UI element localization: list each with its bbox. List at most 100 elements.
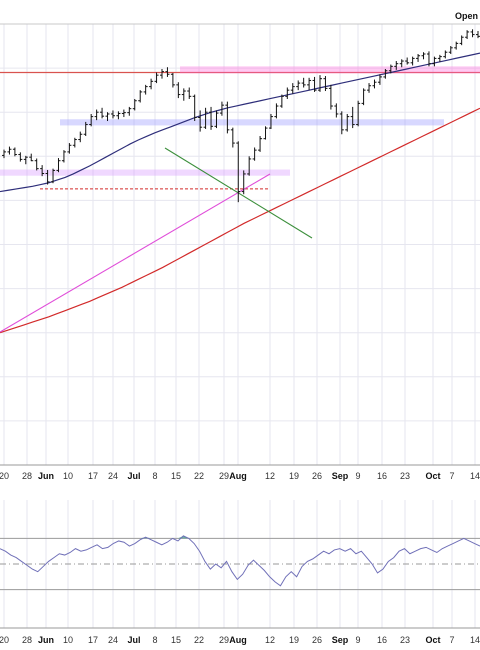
ohlc-bar	[301, 77, 306, 88]
ohlc-bar	[67, 143, 72, 154]
x-tick-label: 15	[171, 471, 181, 481]
ohlc-bar	[388, 64, 393, 74]
ohlc-bar	[72, 137, 77, 148]
ohlc-bar	[214, 110, 219, 129]
ohlc-bar	[274, 103, 279, 119]
x-tick-label: 28	[22, 471, 32, 481]
x-tick-label: 19	[289, 471, 299, 481]
x-tick-label: Aug	[229, 635, 247, 645]
ohlc-bar	[160, 68, 164, 79]
ohlc-bar	[127, 106, 132, 116]
support-resistance-zone	[0, 169, 290, 176]
x-tick-label: 7	[449, 635, 454, 645]
ohlc-bar	[176, 82, 181, 99]
ohlc-bar	[78, 131, 83, 143]
price-panel-background	[0, 10, 480, 465]
ohlc-bar	[296, 80, 301, 91]
ohlc-bar	[209, 106, 214, 130]
x-tick-label: 12	[265, 471, 275, 481]
x-tick-label: 20	[0, 471, 9, 481]
x-tick-label: 20	[0, 635, 9, 645]
x-tick-label: Jun	[38, 635, 54, 645]
x-tick-label: 29	[219, 471, 229, 481]
ohlc-bar	[236, 141, 241, 203]
ohlc-bar	[187, 87, 192, 99]
x-tick-label: Aug	[229, 471, 247, 481]
ohlc-bar	[138, 90, 143, 103]
ohlc-bar	[416, 53, 421, 62]
ohlc-bar	[426, 51, 431, 67]
x-tick-label: 15	[171, 635, 181, 645]
ohlc-bar	[367, 83, 372, 93]
x-tick-label: 10	[63, 471, 73, 481]
ohlc-bar	[105, 112, 110, 122]
x-tick-label: Oct	[425, 635, 440, 645]
ohlc-bar	[323, 76, 328, 92]
ohlc-bar	[18, 152, 23, 162]
ohlc-bar	[40, 165, 45, 177]
x-tick-label: 8	[152, 635, 157, 645]
ohlc-bar	[334, 103, 339, 118]
ohlc-bar	[410, 56, 415, 66]
ohlc-bar	[110, 110, 115, 119]
support-resistance-zone	[180, 66, 480, 74]
annotation-zones	[0, 66, 480, 190]
ohlc-bar	[252, 147, 257, 161]
ohlc-bar	[377, 74, 382, 85]
ohlc-bar	[247, 156, 252, 176]
moving-average-line	[0, 52, 480, 193]
indicator-line	[0, 535, 480, 587]
x-tick-label: 29	[219, 635, 229, 645]
x-tick-label: 23	[400, 471, 410, 481]
ohlc-bar	[192, 94, 197, 122]
ohlc-bar	[279, 94, 284, 108]
ohlc-bar	[470, 29, 475, 38]
ohlc-bar	[132, 98, 137, 111]
x-tick-label: 26	[312, 471, 322, 481]
moving-average-lines	[0, 52, 480, 334]
ohlc-bar	[285, 87, 290, 99]
x-tick-label: Jun	[38, 471, 54, 481]
ohlc-bar	[89, 113, 94, 127]
x-tick-label: 9	[355, 471, 360, 481]
ohlc-bar	[258, 136, 263, 152]
ohlc-bar	[268, 113, 273, 129]
ohlc-bar	[219, 101, 224, 116]
x-tick-label: 28	[22, 635, 32, 645]
ohlc-bar	[345, 113, 350, 132]
support-resistance-zone	[60, 119, 444, 126]
x-tick-label: 17	[88, 471, 98, 481]
x-tick-labels-indicator: 20 28 Jun 10 17 24 Jul 8 15 22 29 Aug 12 19 26 Sep 9 16 23…	[0, 635, 480, 645]
ohlc-bar	[165, 67, 170, 77]
x-tick-label: 22	[194, 635, 204, 645]
ohlc-bar	[149, 78, 154, 90]
ohlc-bar	[399, 59, 404, 68]
ohlc-bar	[51, 168, 56, 184]
x-tick-label: 26	[312, 635, 322, 645]
ohlc-bar	[290, 83, 295, 94]
ohlc-bar	[307, 77, 312, 91]
x-tick-label: 12	[265, 635, 275, 645]
x-tick-label: Jul	[127, 471, 140, 481]
ohlc-bar	[356, 100, 361, 127]
ohlc-bar	[394, 61, 399, 70]
x-tick-label: Oct	[425, 471, 440, 481]
x-tick-label: Jul	[127, 635, 140, 645]
indicator-levels	[0, 537, 480, 591]
ohlc-bar	[312, 76, 317, 92]
ohlc-bar	[405, 57, 410, 65]
ohlc-bar	[2, 149, 6, 159]
ohlc-bar	[383, 68, 388, 79]
ohlc-bar	[121, 109, 126, 118]
x-tick-labels-price: 20 28 Jun 10 17 24 Jul 8 15 22 29 Aug 12 19 26 Sep 9 16 23…	[0, 471, 480, 481]
ohlc-bar	[372, 79, 377, 89]
trend-line	[0, 173, 271, 333]
ohlc-bar	[203, 107, 208, 129]
moving-average-line	[0, 107, 480, 334]
ohlc-bar	[170, 72, 175, 88]
ohlc-bar	[45, 169, 50, 185]
ohlc-bar	[181, 88, 186, 101]
ohlc-bars	[2, 29, 480, 203]
ohlc-bar	[454, 41, 459, 50]
